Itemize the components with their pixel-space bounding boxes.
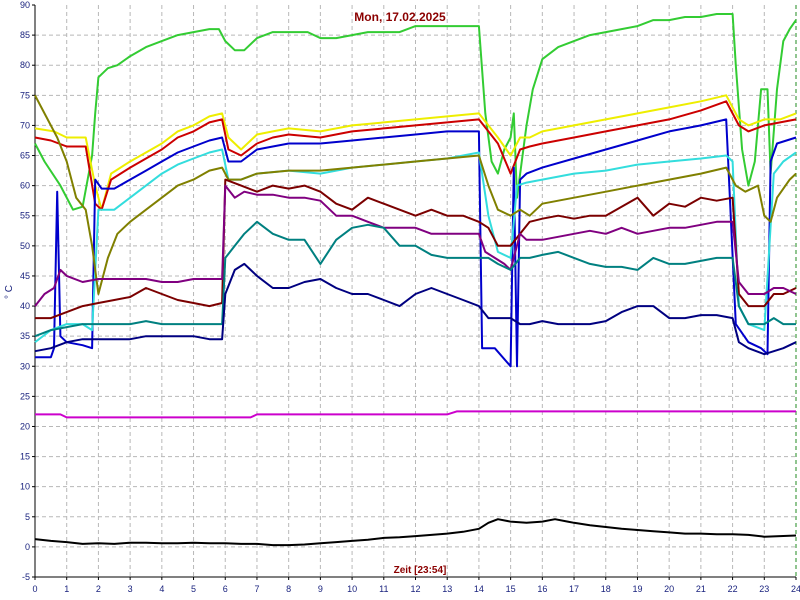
x-tick-label: 18 <box>601 584 611 594</box>
y-tick-label: 70 <box>20 120 30 130</box>
chart-title: Mon, 17.02.2025 <box>354 10 446 24</box>
y-tick-label: 30 <box>20 361 30 371</box>
series-line-11 <box>35 410 796 419</box>
x-tick-label: 16 <box>537 584 547 594</box>
y-tick-label: 25 <box>20 391 30 401</box>
y-tick-label: 15 <box>20 452 30 462</box>
series-line-3 <box>34 100 797 211</box>
y-tick-label: 40 <box>20 301 30 311</box>
y-tick-label: 90 <box>20 0 30 10</box>
x-tick-label: 13 <box>442 584 452 594</box>
series-line-8 <box>34 184 797 307</box>
x-tick-label: 20 <box>664 584 674 594</box>
y-tick-label: 85 <box>20 30 30 40</box>
series-line-2 <box>34 94 797 211</box>
x-tick-label: 0 <box>32 584 37 594</box>
x-tick-label: 19 <box>632 584 642 594</box>
x-tick-label: 24 <box>791 584 800 594</box>
x-tick-label: 6 <box>223 584 228 594</box>
y-tick-label: 5 <box>25 512 30 522</box>
x-tick-label: 3 <box>128 584 133 594</box>
series-line-12 <box>34 518 797 547</box>
series-line-9 <box>34 220 796 338</box>
x-tick-label: 15 <box>506 584 516 594</box>
x-tick-label: 11 <box>379 584 388 594</box>
series-line-10 <box>34 262 797 356</box>
x-tick-label: 4 <box>159 584 164 594</box>
y-tick-label: 80 <box>20 60 30 70</box>
x-tick-label: 10 <box>347 584 357 594</box>
y-tick-label: 60 <box>20 181 30 191</box>
x-tick-label: 21 <box>696 584 706 594</box>
y-tick-label: 0 <box>25 542 30 552</box>
y-tick-label: 75 <box>20 90 30 100</box>
x-tick-label: 14 <box>474 584 484 594</box>
x-axis-label: Zeit [23:54] <box>394 565 447 576</box>
x-tick-label: 9 <box>318 584 323 594</box>
x-tick-label: 8 <box>286 584 291 594</box>
x-tick-label: 2 <box>96 584 101 594</box>
series-line-6 <box>34 94 797 295</box>
x-tick-label: 23 <box>759 584 769 594</box>
x-tick-label: 7 <box>254 584 259 594</box>
y-tick-label: 20 <box>20 421 30 431</box>
y-tick-label: 35 <box>20 331 30 341</box>
x-tick-label: 12 <box>410 584 420 594</box>
x-tick-label: 17 <box>569 584 579 594</box>
x-tick-label: 1 <box>64 584 69 594</box>
series-line-7 <box>35 178 797 320</box>
y-tick-label: 10 <box>20 482 30 492</box>
series-line-4 <box>35 118 797 368</box>
x-tick-label: 22 <box>728 584 738 594</box>
series-lines <box>34 13 797 547</box>
x-tick-label: 5 <box>191 584 196 594</box>
y-axis-label: ° C <box>4 285 15 299</box>
series-line-1 <box>34 13 797 211</box>
axes <box>32 4 797 580</box>
y-tick-label: -5 <box>22 572 30 582</box>
y-tick-label: 45 <box>20 271 30 281</box>
y-tick-label: 65 <box>20 151 30 161</box>
y-tick-label: 55 <box>20 211 30 221</box>
y-tick-label: 50 <box>20 241 30 251</box>
